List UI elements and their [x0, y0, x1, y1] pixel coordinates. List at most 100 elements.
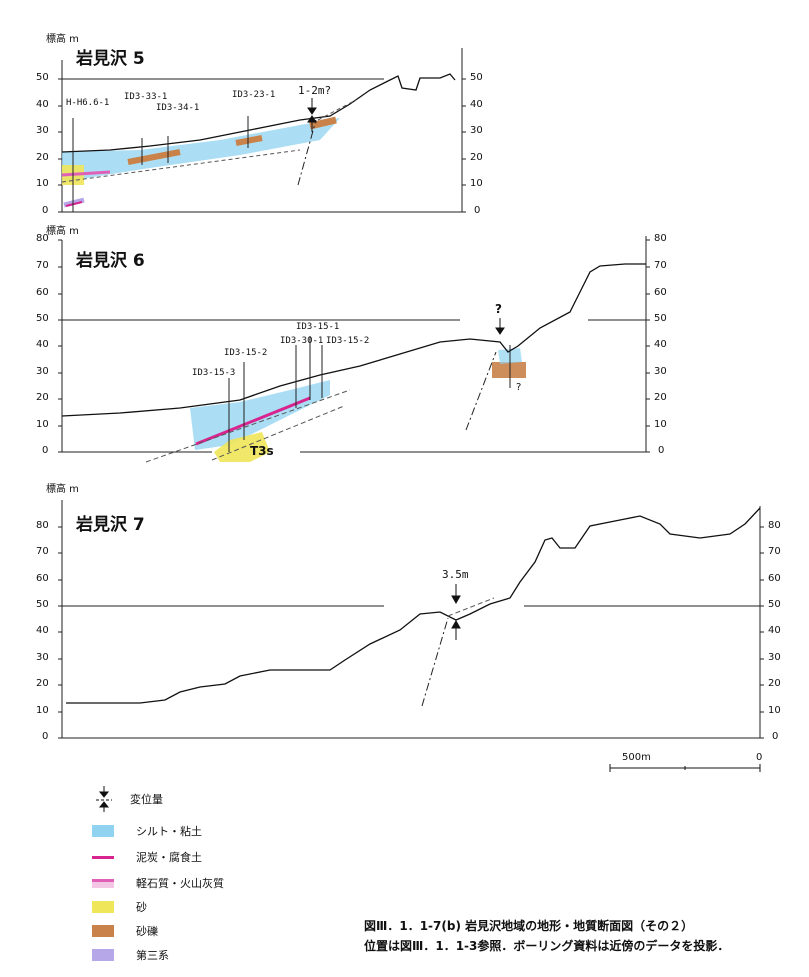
- section5-silt-clay: [62, 118, 340, 182]
- legend-label-tertiary: 第三系: [136, 949, 169, 962]
- s6-tick-left-10: 10: [36, 419, 49, 430]
- section6-topography: [61, 263, 646, 417]
- legend-swatch-tertiary: [92, 949, 114, 961]
- section5-gravel-2: [235, 135, 263, 146]
- s7-tick-left-80: 80: [36, 520, 49, 531]
- legend-item-tertiary: 第三系: [92, 947, 169, 963]
- scale-label: 500m: [622, 752, 651, 763]
- s6-tick-right-60: 60: [654, 287, 667, 298]
- section5-pumice: [61, 170, 111, 177]
- s6-tick-left-70: 70: [36, 260, 49, 271]
- section5-ticks: [58, 78, 466, 213]
- legend-item-pumice: 軽石質・火山灰質: [92, 875, 224, 891]
- section5-title: 岩見沢 5: [76, 49, 145, 69]
- s6-tick-right-80: 80: [654, 233, 667, 244]
- s6-tick-left-40: 40: [36, 339, 49, 350]
- s7-tick-right-20: 20: [768, 678, 781, 689]
- section6-gravel: [492, 362, 526, 378]
- s6-tick-left-30: 30: [36, 366, 49, 377]
- legend-swatch-sand: [92, 901, 114, 913]
- section6-dashed-lower: [145, 389, 351, 463]
- s7-tick-left-60: 60: [36, 573, 49, 584]
- section5-unit-label: 標高 m: [46, 34, 79, 45]
- legend-label-pumice: 軽石質・火山灰質: [136, 877, 224, 890]
- s6-tick-right-30: 30: [654, 366, 667, 377]
- section-5: [58, 48, 466, 213]
- legend-label-silt-clay: シルト・粘土: [136, 825, 202, 838]
- legend-displacement-symbol: [96, 786, 112, 812]
- s5-borehole-label-2: ID3-33-1: [124, 92, 168, 102]
- section7-ticks: [58, 526, 764, 739]
- s7-tick-right-40: 40: [768, 625, 781, 636]
- section6-ticks: [58, 239, 650, 453]
- section7-fault: [421, 617, 449, 707]
- s7-tick-left-20: 20: [36, 678, 49, 689]
- s6-tick-right-40: 40: [654, 339, 667, 350]
- section-7: [58, 500, 764, 739]
- s7-tick-right-50: 50: [768, 599, 781, 610]
- section6-title: 岩見沢 6: [76, 251, 145, 271]
- s6-tick-left-20: 20: [36, 392, 49, 403]
- legend-item-peat: 泥炭・腐食土: [92, 849, 202, 865]
- s7-tick-left-50: 50: [36, 599, 49, 610]
- s6-borehole-label-5: ID3-15-2: [326, 336, 370, 346]
- section6-displacement-arrow: [495, 318, 505, 335]
- s5-tick-right-40: 40: [470, 99, 483, 110]
- s7-tick-right-60: 60: [768, 573, 781, 584]
- s6-tick-right-0: 0: [658, 445, 665, 456]
- section5-peat: [65, 201, 83, 207]
- s6-borehole-label-1: ID3-15-3: [192, 368, 236, 378]
- s7-displacement-label: 3.5m: [442, 568, 469, 581]
- legend-item-silt-clay: シルト・粘土: [92, 823, 202, 839]
- s6-tick-right-20: 20: [654, 392, 667, 403]
- s6-displacement-label: ?: [495, 302, 502, 316]
- s7-tick-right-0: 0: [772, 731, 779, 742]
- section-6: [58, 236, 650, 463]
- s7-tick-left-40: 40: [36, 625, 49, 636]
- legend-item-gravel: 砂礫: [92, 923, 158, 939]
- s5-tick-left-50: 50: [36, 72, 49, 83]
- s6-tick-right-50: 50: [654, 313, 667, 324]
- section6-sand: [214, 432, 270, 462]
- s6-question-mark: ?: [516, 382, 522, 393]
- s7-tick-left-70: 70: [36, 546, 49, 557]
- legend-swatch-silt-clay: [92, 825, 114, 837]
- legend-swatch-peat: [92, 856, 114, 859]
- section7-unit-label: 標高 m: [46, 484, 79, 495]
- s5-tick-right-30: 30: [470, 125, 483, 136]
- legend-swatch-gravel: [92, 925, 114, 937]
- section5-displacement-arrows: [307, 98, 317, 132]
- section6-peat: [195, 396, 311, 446]
- s6-borehole-label-4: ID3-15-1: [296, 322, 340, 332]
- section5-gravel-3: [309, 116, 337, 130]
- section6-unit-label: 標高 m: [46, 226, 79, 237]
- section5-tertiary: [63, 197, 85, 208]
- s6-unit-tag: T3s: [250, 444, 274, 458]
- s6-tick-left-0: 0: [42, 445, 49, 456]
- s6-tick-left-80: 80: [36, 233, 49, 244]
- s6-tick-left-60: 60: [36, 287, 49, 298]
- s7-tick-right-30: 30: [768, 652, 781, 663]
- legend-label-sand: 砂: [136, 901, 147, 914]
- section7-displacement-arrows: [451, 584, 461, 640]
- section7-dashed-horizon: [447, 597, 495, 617]
- s5-tick-right-0: 0: [474, 205, 481, 216]
- legend-label-peat: 泥炭・腐食土: [136, 851, 202, 864]
- s5-tick-left-40: 40: [36, 99, 49, 110]
- section6-boreholes: [228, 336, 511, 452]
- s7-tick-left-10: 10: [36, 705, 49, 716]
- s5-tick-left-0: 0: [42, 205, 49, 216]
- s5-tick-left-20: 20: [36, 152, 49, 163]
- scale-zero-label: 0: [756, 752, 763, 763]
- legend-item-sand: 砂: [92, 899, 147, 915]
- s7-tick-left-30: 30: [36, 652, 49, 663]
- s7-tick-right-10: 10: [768, 705, 781, 716]
- legend-displacement-label: 変位量: [130, 793, 163, 806]
- s7-tick-right-70: 70: [768, 546, 781, 557]
- s7-tick-right-80: 80: [768, 520, 781, 531]
- s5-borehole-label-3: ID3-34-1: [156, 103, 200, 113]
- section5-gravel-1: [127, 149, 181, 165]
- s5-tick-right-10: 10: [470, 178, 483, 189]
- s5-borehole-label-4: ID3-23-1: [232, 90, 276, 100]
